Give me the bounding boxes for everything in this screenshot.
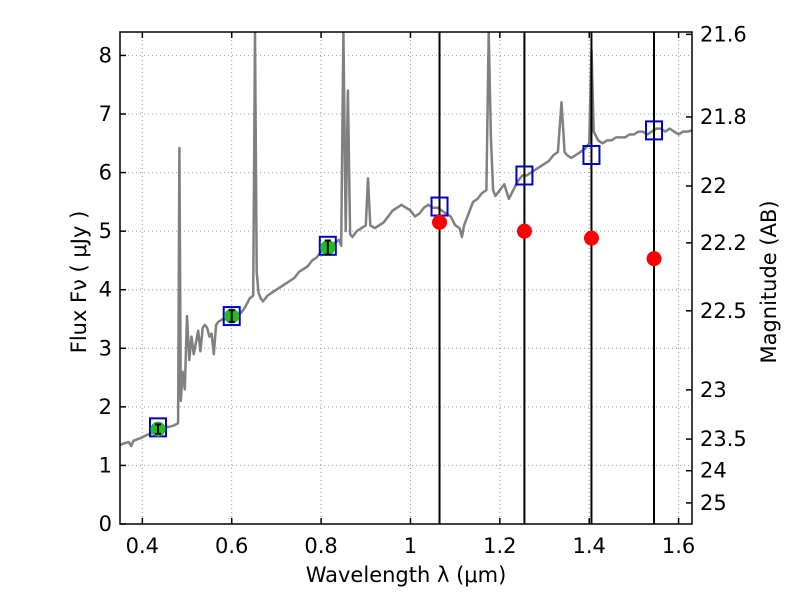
observed-point	[224, 308, 240, 324]
x-tick-label: 0.6	[215, 534, 248, 558]
predicted-point	[432, 214, 448, 230]
spectrum-layer	[120, 32, 692, 448]
model-photometry-box	[645, 120, 664, 141]
right-tick-label: 22	[700, 174, 727, 198]
right-tick-label: 23	[700, 378, 727, 402]
right-tick-label: 22.5	[700, 299, 747, 323]
y-tick-label: 2	[99, 395, 112, 419]
y-axis-ticks: 0 1 2 3 4 5 6 7 8	[99, 43, 126, 536]
plot-frame	[119, 31, 693, 525]
x-tick-label: 1.4	[573, 534, 606, 558]
x-tick-label: 0.8	[304, 534, 337, 558]
model-photometry-box	[515, 165, 534, 186]
x-tick-label: 0.4	[126, 534, 159, 558]
x-tick-label: 1.2	[483, 534, 516, 558]
y-tick-label: 1	[99, 453, 112, 477]
y-tick-label: 4	[99, 278, 112, 302]
right-axis-label: Magnitude (AB)	[757, 200, 781, 363]
y-tick-label: 0	[99, 512, 112, 536]
predicted-point	[646, 251, 662, 267]
right-tick-label: 25	[700, 491, 727, 515]
predicted-points-layer	[432, 214, 662, 267]
vertical-lines	[438, 32, 656, 524]
right-tick-label: 21.6	[700, 22, 747, 46]
right-axis-ticks: 21.6 21.8 22 22.2 22.5 23 23.5 24 25	[686, 22, 747, 515]
y-tick-label: 6	[99, 161, 112, 185]
y-axis-label: Flux Fν ( μJy )	[67, 211, 91, 354]
predicted-point	[583, 230, 599, 246]
x-tick-label: 1.6	[662, 534, 695, 558]
y-tick-label: 7	[99, 102, 112, 126]
y-tick-label: 5	[99, 219, 112, 243]
grid-lines	[120, 32, 692, 525]
y-tick-label: 8	[99, 43, 112, 67]
predicted-point	[516, 223, 532, 239]
x-tick-label: 1	[404, 534, 417, 558]
right-tick-label: 23.5	[700, 427, 747, 451]
model-photometry-box	[222, 306, 241, 327]
spectrum-line	[120, 32, 692, 448]
right-tick-label: 21.8	[700, 105, 747, 129]
right-tick-label: 24	[700, 459, 727, 483]
observed-points-layer	[150, 239, 336, 437]
y-tick-label: 3	[99, 336, 112, 360]
right-tick-label: 22.2	[700, 231, 747, 255]
observed-point	[150, 421, 166, 437]
x-axis-ticks: 0.4 0.6 0.8 1 1.2 1.4 1.6	[126, 32, 695, 558]
model-photometry-box	[582, 145, 601, 165]
x-axis-label: Wavelength λ (μm)	[306, 563, 507, 587]
model-photometry-layer	[148, 120, 664, 438]
observed-point	[320, 239, 336, 256]
